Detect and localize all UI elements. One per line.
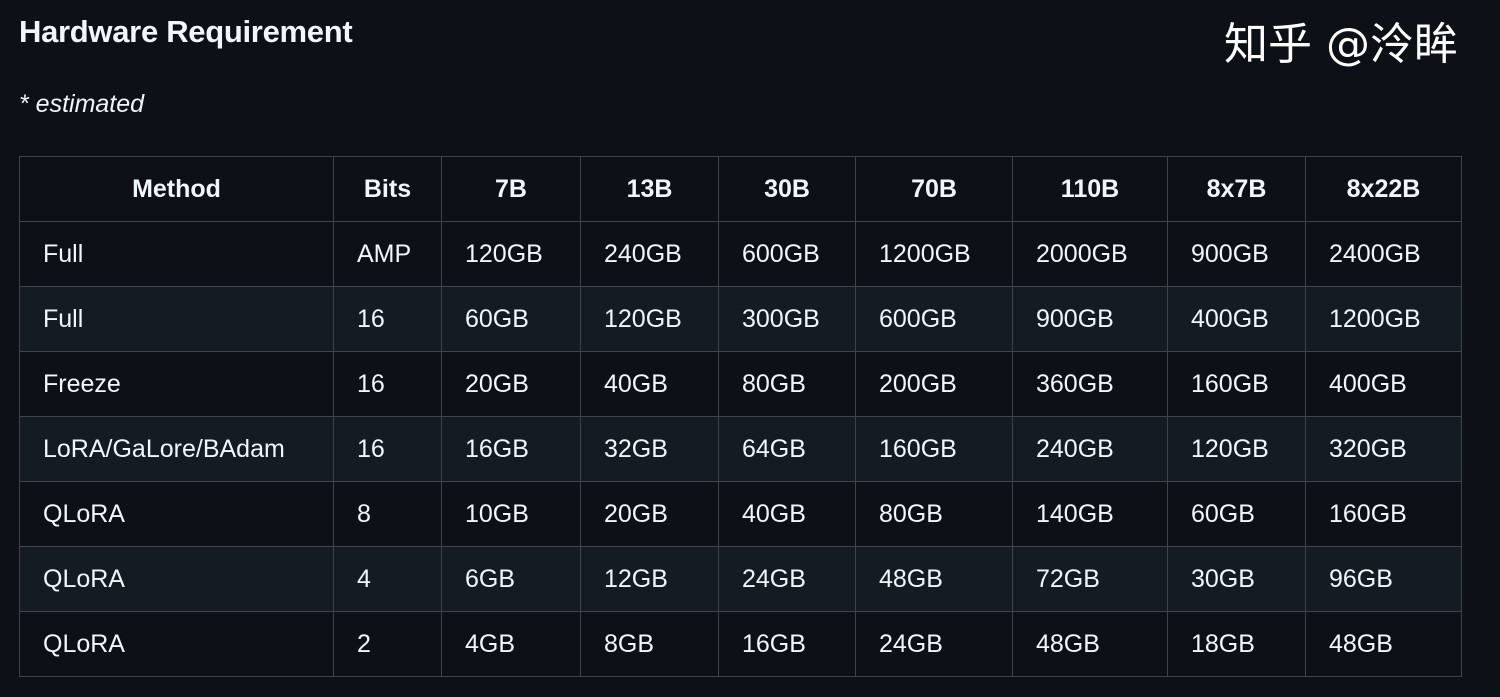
table-cell: 96GB [1305,546,1462,612]
table-cell: 18GB [1167,611,1306,677]
table-cell: 8GB [580,611,719,677]
table-cell: 10GB [441,481,581,547]
table-cell: 600GB [718,221,856,287]
table-cell: 72GB [1012,546,1168,612]
table-cell: 40GB [718,481,856,547]
table-cell: 16 [333,286,442,352]
column-header: 7B [441,156,581,222]
table-cell: 8 [333,481,442,547]
table-cell: 4GB [441,611,581,677]
table-row: Full 16 60GB 120GB 300GB 600GB 900GB 400GB 1200G… [19,286,1462,352]
watermark: 知乎 @泠眸 [1224,19,1458,70]
table-cell: 48GB [855,546,1013,612]
column-header: 30B [718,156,856,222]
table-cell: 160GB [1305,481,1462,547]
table-row: QLoRA 2 4GB 8GB 16GB 24GB 48GB 18GB 48GB [19,611,1462,677]
table-cell: 600GB [855,286,1013,352]
table-cell: 240GB [1012,416,1168,482]
table-cell: 160GB [855,416,1013,482]
column-header: 8x22B [1305,156,1462,222]
table-cell: 1200GB [855,221,1013,287]
table-cell: Freeze [19,351,334,417]
table-cell: 48GB [1012,611,1168,677]
table-cell: 320GB [1305,416,1462,482]
table-cell: 4 [333,546,442,612]
table-row: QLoRA 8 10GB 20GB 40GB 80GB 140GB 60GB 160GB [19,481,1462,547]
table-cell: 16 [333,416,442,482]
column-header: 70B [855,156,1013,222]
column-header: Bits [333,156,442,222]
table-cell: 24GB [855,611,1013,677]
table-cell: 16 [333,351,442,417]
table-row: LoRA/GaLore/BAdam 16 16GB 32GB 64GB 160GB 240G… [19,416,1462,482]
table-cell: 300GB [718,286,856,352]
column-header: 110B [1012,156,1168,222]
table-cell: 120GB [441,221,581,287]
table-cell: 140GB [1012,481,1168,547]
column-header: 13B [580,156,719,222]
table-cell: 60GB [1167,481,1306,547]
column-header: Method [19,156,334,222]
table-cell: 40GB [580,351,719,417]
section-title: Hardware Requirement [19,14,353,49]
table-cell: QLoRA [19,546,334,612]
table-cell: 120GB [1167,416,1306,482]
table-row: Freeze 16 20GB 40GB 80GB 200GB 360GB 160GB 400GB [19,351,1462,417]
table-cell: 2400GB [1305,221,1462,287]
table-cell: 80GB [855,481,1013,547]
table-cell: 20GB [580,481,719,547]
table-cell: 24GB [718,546,856,612]
table-cell: QLoRA [19,611,334,677]
table-cell: 2000GB [1012,221,1168,287]
table-cell: 48GB [1305,611,1462,677]
table-cell: 2 [333,611,442,677]
table-cell: 120GB [580,286,719,352]
table-cell: Full [19,221,334,287]
table-header-row: Method Bits 7B 13B 30B 70B 110B 8x7B 8x22B [19,156,1462,222]
table-row: QLoRA 4 6GB 12GB 24GB 48GB 72GB 30GB 96GB [19,546,1462,612]
table-cell: 900GB [1167,221,1306,287]
table-cell: LoRA/GaLore/BAdam [19,416,334,482]
table-cell: 6GB [441,546,581,612]
table-cell: 240GB [580,221,719,287]
table-cell: QLoRA [19,481,334,547]
table-cell: 200GB [855,351,1013,417]
table-row: Full AMP 120GB 240GB 600GB 1200GB 2000GB 900GB 2… [19,221,1462,287]
table-cell: 1200GB [1305,286,1462,352]
table-cell: 20GB [441,351,581,417]
table-cell: 60GB [441,286,581,352]
table-cell: AMP [333,221,442,287]
hardware-requirement-table: Method Bits 7B 13B 30B 70B 110B 8x7B 8x22B Full A… [19,156,1462,677]
table-cell: 160GB [1167,351,1306,417]
table-cell: 360GB [1012,351,1168,417]
table-cell: 64GB [718,416,856,482]
table-cell: 400GB [1305,351,1462,417]
table-cell: 12GB [580,546,719,612]
table-cell: 16GB [718,611,856,677]
table-cell: 30GB [1167,546,1306,612]
table-cell: 900GB [1012,286,1168,352]
table-cell: 32GB [580,416,719,482]
table-cell: 16GB [441,416,581,482]
table-cell: 80GB [718,351,856,417]
estimated-note: * estimated [19,90,145,118]
table-cell: Full [19,286,334,352]
table-cell: 400GB [1167,286,1306,352]
column-header: 8x7B [1167,156,1306,222]
